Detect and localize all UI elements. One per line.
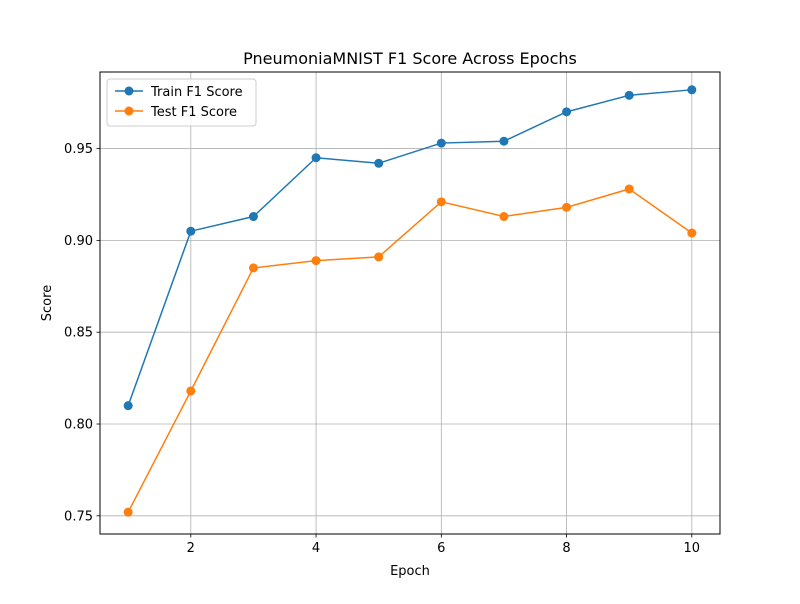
x-axis-ticks: 2 4 6 8 10 (187, 534, 700, 556)
train-f1-score-point (374, 158, 384, 168)
test-f1-score-point (624, 184, 634, 194)
legend-label-test: Test F1 Score (150, 105, 237, 120)
y-tick-label: 0.85 (64, 326, 93, 341)
train-f1-score-point (311, 153, 321, 163)
train-f1-score-point (562, 107, 572, 117)
legend-marker-train (124, 86, 134, 96)
legend: Train F1 Score Test F1 Score (106, 78, 257, 127)
x-tick-label: 6 (437, 541, 445, 556)
train-f1-score-point (123, 401, 133, 411)
train-f1-score-point (186, 226, 196, 236)
y-axis-label: Score (40, 285, 55, 321)
x-tick-label: 4 (312, 541, 320, 556)
legend-box (106, 78, 257, 127)
train-f1-score-point (248, 212, 258, 222)
test-f1-score-point (436, 197, 446, 207)
y-tick-label: 0.75 (64, 509, 93, 524)
x-tick-label: 2 (187, 541, 195, 556)
test-f1-score-point (123, 507, 133, 517)
test-f1-score-point (186, 386, 196, 396)
y-tick-label: 0.95 (64, 142, 93, 157)
test-f1-score-point (687, 228, 697, 238)
test-f1-score-point (374, 252, 384, 262)
y-axis-ticks: 0.75 0.80 0.85 0.90 0.95 (64, 142, 100, 524)
test-f1-score-line (127, 188, 693, 513)
test-f1-score-point (562, 202, 572, 212)
x-tick-label: 8 (562, 541, 570, 556)
train-f1-score-point (624, 90, 634, 100)
test-f1-score-point (311, 256, 321, 266)
series-layer (123, 85, 697, 517)
test-f1-score-point (248, 263, 258, 273)
x-tick-label: 10 (684, 541, 701, 556)
grid (100, 72, 720, 534)
x-axis-label: Epoch (390, 564, 430, 579)
train-f1-score-line (127, 89, 692, 406)
train-f1-score-point (436, 138, 446, 148)
y-tick-label: 0.90 (64, 234, 93, 249)
legend-label-train: Train F1 Score (150, 85, 243, 100)
train-f1-score-point (499, 136, 509, 146)
train-f1-score-point (687, 85, 697, 95)
chart-title: PneumoniaMNIST F1 Score Across Epochs (243, 49, 577, 68)
y-tick-label: 0.80 (64, 418, 93, 433)
legend-marker-test (124, 106, 134, 116)
test-f1-score-point (499, 212, 509, 222)
plot-frame (99, 71, 721, 535)
